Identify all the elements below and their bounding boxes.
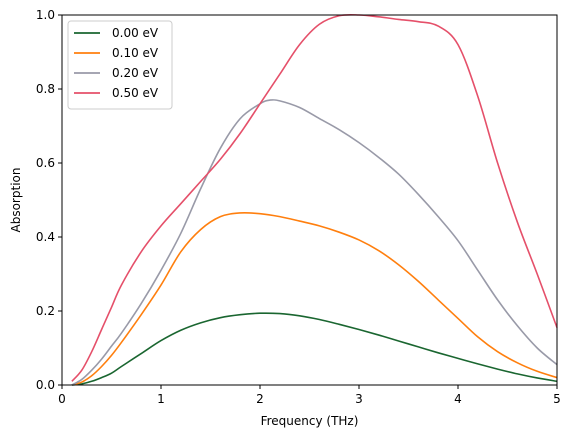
- x-tick-label: 5: [553, 392, 561, 406]
- y-axis-ticks: 0.0 0.2 0.4 0.6 0.8 1.0: [36, 8, 62, 392]
- x-tick-label: 1: [157, 392, 165, 406]
- legend-box: [67, 20, 173, 110]
- x-tick-label: 3: [355, 392, 363, 406]
- y-tick-label: 1.0: [36, 8, 55, 22]
- x-tick-label: 0: [58, 392, 66, 406]
- legend-entry-label: 0.20 eV: [112, 66, 159, 80]
- y-axis-label: Absorption: [9, 168, 23, 233]
- x-tick-label: 2: [256, 392, 264, 406]
- y-tick-label: 0.6: [36, 156, 55, 170]
- x-axis-label: Frequency (THz): [261, 414, 359, 428]
- x-tick-label: 4: [454, 392, 462, 406]
- series-lines: [71, 13, 558, 386]
- x-axis-ticks: 0 1 2 3 4 5: [58, 385, 561, 406]
- series-line-0: [71, 312, 558, 386]
- legend-entry-label: 0.00 eV: [112, 26, 159, 40]
- y-tick-label: 0.8: [36, 82, 55, 96]
- series-line-3: [71, 13, 558, 382]
- y-tick-label: 0.4: [36, 230, 55, 244]
- legend-entry-label: 0.10 eV: [112, 46, 159, 60]
- legend-entry-label: 0.50 eV: [112, 86, 159, 100]
- axes-frame: [61, 14, 558, 386]
- legend: 0.00 eV 0.10 eV 0.20 eV 0.50 eV: [67, 20, 173, 110]
- y-tick-label: 0.0: [36, 378, 55, 392]
- series-line-2: [71, 98, 558, 386]
- series-line-1: [71, 211, 558, 386]
- y-tick-label: 0.2: [36, 304, 55, 318]
